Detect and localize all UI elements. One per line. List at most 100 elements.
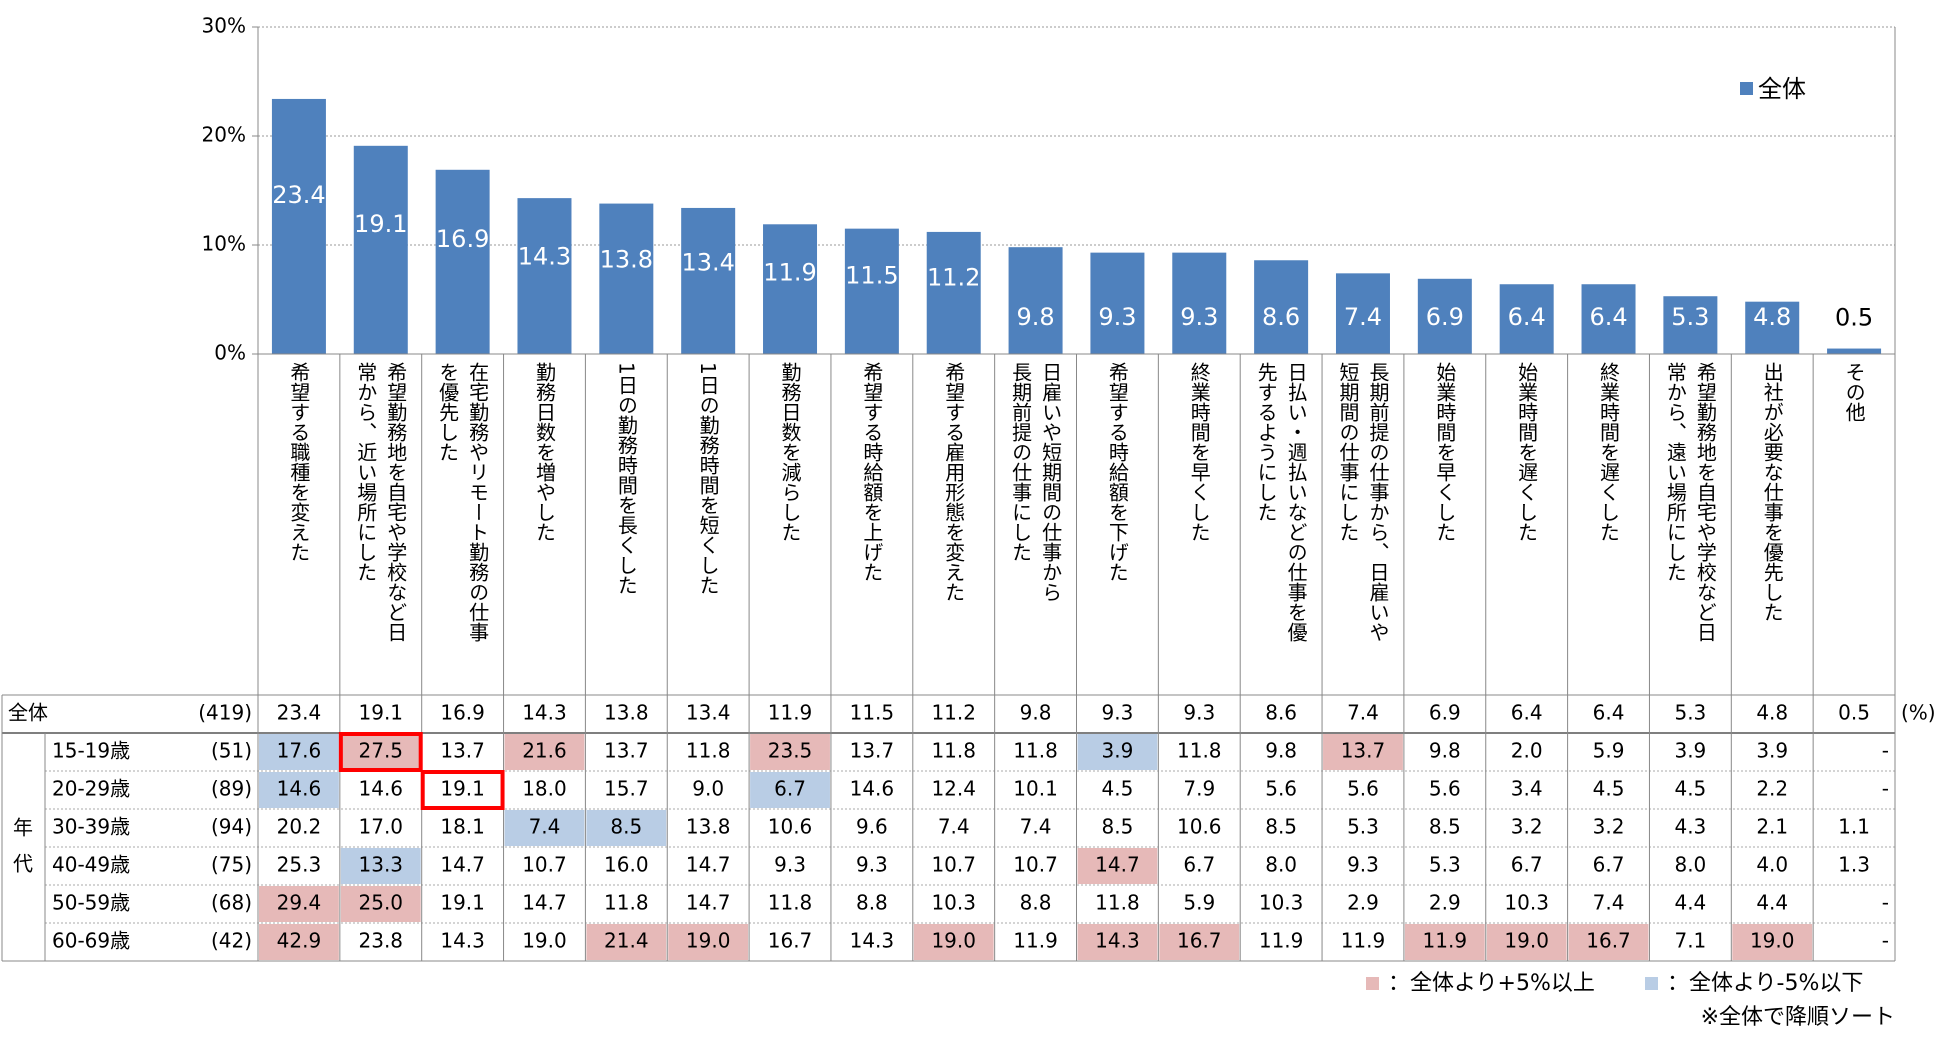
- category-label: 希望する職種を変えた: [287, 362, 311, 562]
- cell-highlight-low: [259, 772, 339, 808]
- table-cell: 8.5: [1102, 815, 1134, 839]
- category-label: 日雇いや短期間の仕事から: [1039, 362, 1063, 602]
- table-cell: 13.3: [359, 853, 404, 877]
- total-row-cell: 5.3: [1674, 701, 1706, 725]
- table-cell: 7.9: [1183, 777, 1215, 801]
- table-cell: 18.1: [440, 815, 485, 839]
- bar: [1745, 301, 1800, 354]
- category-label: 希望勤務地を自宅や学校など日: [1693, 362, 1717, 642]
- table-cell: 21.6: [522, 739, 567, 763]
- category-label: 短期間の仕事にした: [1336, 362, 1360, 542]
- table-cell: 14.7: [1095, 853, 1140, 877]
- row-n: (51): [211, 739, 252, 763]
- sort-note: ※全体で降順ソート: [1701, 1005, 1895, 1030]
- y-tick-label: 10%: [202, 232, 246, 256]
- table-cell: 8.5: [1265, 815, 1297, 839]
- table-cell: 7.4: [529, 815, 561, 839]
- table-cell: 11.8: [1095, 891, 1140, 915]
- bar-value-label: 9.3: [1098, 303, 1136, 331]
- table-cell: 6.7: [1511, 853, 1543, 877]
- bar: [517, 198, 572, 354]
- total-row-cell: 23.4: [277, 701, 322, 725]
- table-cell: 5.6: [1429, 777, 1461, 801]
- y-tick-label: 30%: [202, 14, 246, 38]
- table-cell: 10.3: [1259, 891, 1304, 915]
- cell-highlight-low: [259, 734, 339, 770]
- bar: [1827, 348, 1882, 354]
- bar: [1417, 278, 1472, 354]
- table-cell: 13.8: [686, 815, 731, 839]
- row-label: 30-39歳: [52, 815, 130, 839]
- category-label: 在宅勤務やリモート勤務の仕事: [466, 362, 490, 642]
- table-cell: 14.7: [686, 891, 731, 915]
- category-label: 希望勤務地を自宅や学校など日: [384, 362, 408, 642]
- table-cell: 19.1: [440, 891, 485, 915]
- total-row-cell: 16.9: [440, 701, 485, 725]
- table-cell: 12.4: [931, 777, 976, 801]
- cell-highlight-high: [586, 924, 667, 960]
- table-cell: 19.0: [522, 929, 567, 953]
- table-cell: 14.6: [850, 777, 895, 801]
- category-label: その他: [1842, 362, 1866, 422]
- table-cell: 3.9: [1756, 739, 1788, 763]
- total-row-cell: 11.9: [768, 701, 813, 725]
- category-label: 希望する雇用形態を変えた: [942, 362, 966, 602]
- category-label: 1日の勤務時間を短くした: [696, 362, 720, 595]
- bar-value-label: 13.4: [681, 248, 734, 276]
- table-cell: 11.9: [1423, 929, 1468, 953]
- total-row-cell: 11.2: [931, 701, 976, 725]
- table-cell: 7.4: [1020, 815, 1052, 839]
- cell-highlight-high: [1486, 924, 1567, 960]
- table-cell: 4.5: [1102, 777, 1134, 801]
- y-tick-label: 0%: [214, 341, 246, 365]
- table-cell: 2.2: [1756, 777, 1788, 801]
- group-label-char: 年: [13, 816, 33, 840]
- bar-value-label: 6.9: [1426, 303, 1464, 331]
- table-cell: 11.9: [1259, 929, 1304, 953]
- bar: [271, 98, 326, 354]
- bar-value-label: 11.5: [845, 261, 898, 289]
- bar-value-label: 19.1: [354, 210, 407, 238]
- table-cell: 16.7: [1177, 929, 1222, 953]
- legend-low-swatch: [1645, 977, 1658, 990]
- group-label-char: 代: [13, 852, 33, 876]
- table-cell: 13.7: [440, 739, 485, 763]
- table-cell: 11.8: [1013, 739, 1058, 763]
- table-cell: 14.6: [359, 777, 404, 801]
- legend-high-swatch: [1366, 977, 1379, 990]
- category-label: 終業時間を早くした: [1187, 362, 1211, 542]
- table-cell: 19.0: [1750, 929, 1795, 953]
- bar: [1663, 296, 1718, 354]
- category-label: 常から、遠い場所にした: [1663, 362, 1687, 582]
- table-cell: -: [1882, 891, 1889, 915]
- table-cell: 8.0: [1265, 853, 1297, 877]
- bar: [353, 145, 408, 354]
- bar: [1499, 284, 1554, 354]
- table-cell: 8.8: [856, 891, 888, 915]
- cell-highlight-high: [340, 886, 421, 922]
- table-cell: 9.8: [1265, 739, 1297, 763]
- cell-highlight-high: [668, 924, 749, 960]
- table-cell: 25.0: [359, 891, 404, 915]
- category-label: 常から、近い場所にした: [354, 362, 378, 582]
- bar-value-label: 11.9: [763, 259, 816, 287]
- bar: [844, 228, 899, 354]
- bar: [681, 207, 736, 354]
- category-label: 始業時間を早くした: [1433, 362, 1457, 542]
- table-cell: 3.2: [1593, 815, 1625, 839]
- category-label: 長期前提の仕事にした: [1009, 362, 1033, 562]
- legend-high-label: ：全体より+5%以上: [1388, 971, 1595, 996]
- cell-highlight-high: [1077, 924, 1158, 960]
- total-row-cell: 9.3: [1183, 701, 1215, 725]
- table-cell: 19.0: [686, 929, 731, 953]
- cell-highlight-high: [913, 924, 994, 960]
- table-cell: 4.3: [1674, 815, 1706, 839]
- cell-highlight-low: [1077, 734, 1158, 770]
- bar-value-label: 7.4: [1344, 303, 1382, 331]
- category-label: 出社が必要な仕事を優先した: [1760, 362, 1784, 622]
- table-cell: 4.5: [1593, 777, 1625, 801]
- category-label: 先するようにした: [1254, 362, 1278, 522]
- table-cell: 11.9: [1341, 929, 1386, 953]
- table-cell: 11.8: [686, 739, 731, 763]
